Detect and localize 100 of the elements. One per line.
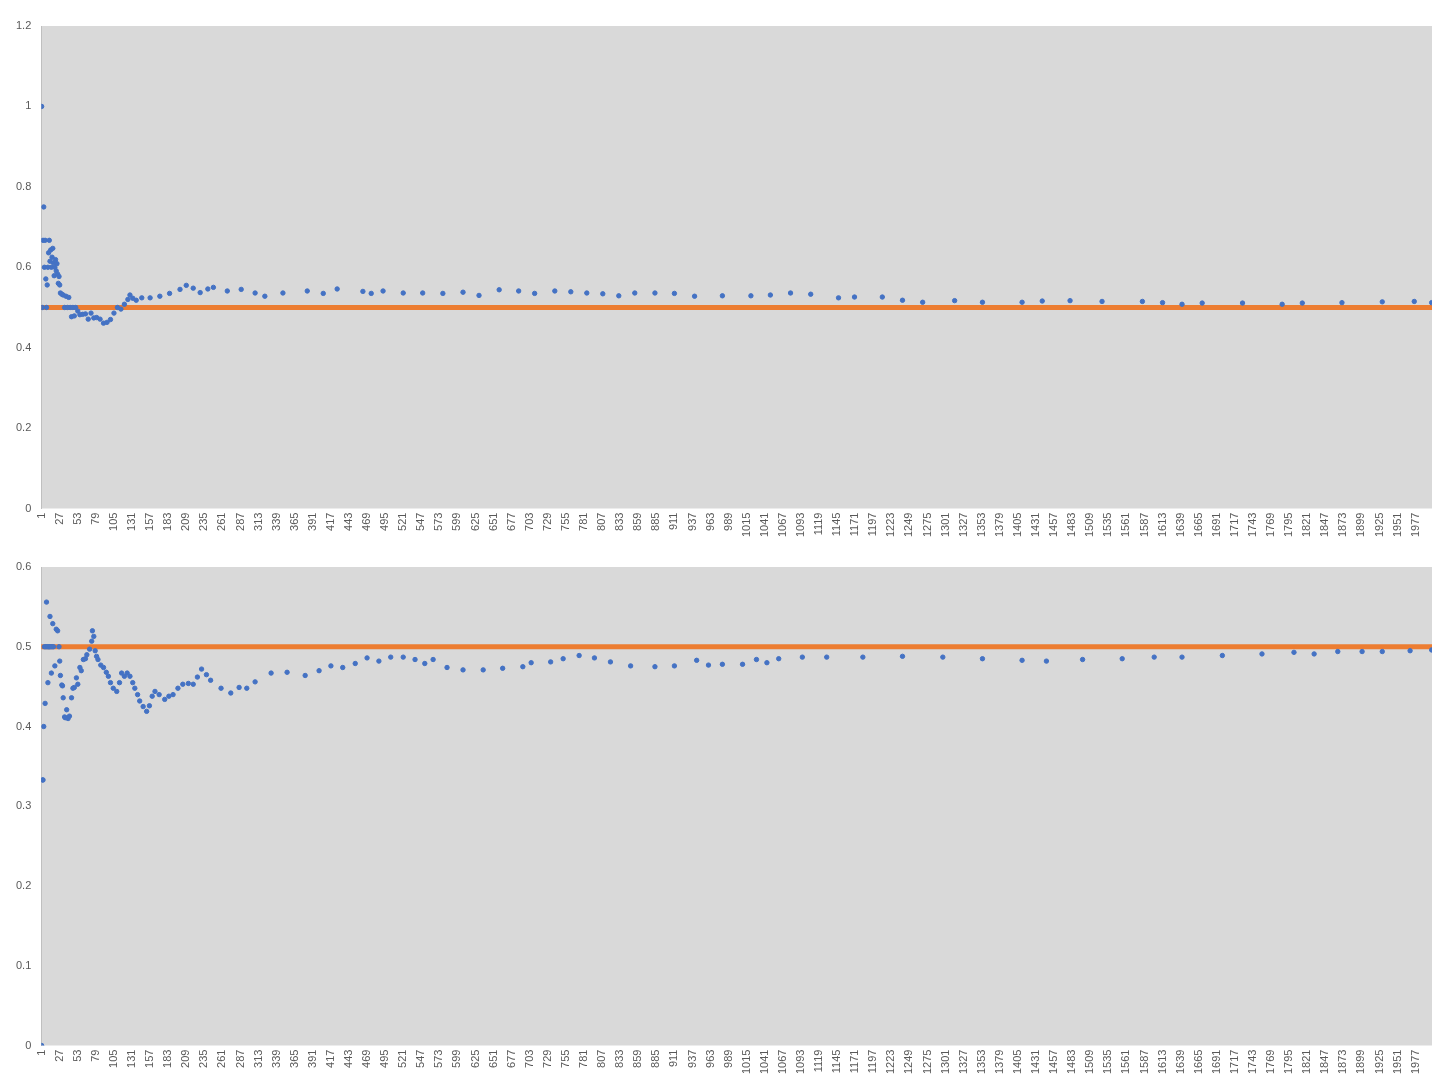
x-tick-label: 1197 [866, 512, 879, 537]
x-tick-label: 703 [522, 1049, 535, 1068]
x-tick-label: 79 [88, 1049, 101, 1062]
x-tick-label: 27 [52, 1049, 65, 1062]
x-tick-label: 1873 [1336, 1049, 1349, 1075]
x-tick-label: 1587 [1137, 512, 1150, 538]
x-tick-label: 885 [649, 512, 662, 531]
x-tick-label: 755 [558, 1049, 571, 1068]
x-tick-label: 1977 [1408, 1049, 1421, 1075]
x-tick-label: 963 [703, 512, 716, 531]
x-tick-label: 677 [504, 512, 517, 531]
x-tick-label: 1691 [1209, 1049, 1222, 1075]
x-tick-label: 287 [233, 512, 246, 531]
x-tick-label: 1353 [974, 1049, 987, 1075]
y-tick-label: 0.5 [15, 639, 32, 652]
x-tick-label: 1431 [1029, 1049, 1042, 1075]
x-tick-label: 1951 [1390, 1049, 1403, 1075]
x-tick-label: 1145 [830, 512, 843, 537]
x-tick-label: 1015 [739, 1049, 752, 1075]
x-tick-label: 495 [378, 1049, 391, 1068]
y-tick-label: 0 [25, 1038, 32, 1051]
x-tick-label: 417 [323, 512, 336, 531]
x-tick-label: 1457 [1047, 1049, 1060, 1075]
x-tick-label: 1743 [1245, 1049, 1258, 1075]
x-tick-label: 755 [558, 512, 571, 531]
x-tick-label: 53 [70, 1049, 83, 1062]
x-tick-label: 1405 [1010, 512, 1023, 538]
x-tick-label: 1925 [1372, 512, 1385, 538]
x-tick-label: 209 [179, 512, 192, 531]
x-tick-label: 1821 [1300, 1049, 1313, 1075]
x-tick-label: 1171 [848, 512, 861, 537]
x-tick-label: 1301 [938, 512, 951, 538]
x-tick-label: 859 [631, 512, 644, 531]
x-tick-label: 365 [287, 512, 300, 531]
x-tick-label: 833 [613, 1049, 626, 1068]
x-tick-label: 1223 [884, 1049, 897, 1075]
x-tick-label: 651 [486, 512, 499, 531]
y-tick-label: 0.6 [15, 260, 32, 273]
x-tick-label: 1431 [1029, 512, 1042, 538]
x-tick-label: 833 [613, 512, 626, 531]
x-tick-label: 1847 [1318, 512, 1331, 538]
y-tick-label: 0.4 [15, 719, 32, 732]
x-tick-label: 209 [179, 1049, 192, 1068]
y-tick-label: 1 [25, 99, 32, 112]
x-tick-label: 573 [432, 1049, 445, 1068]
x-tick-label: 1899 [1354, 1049, 1367, 1075]
x-tick-label: 599 [450, 1049, 463, 1068]
x-tick-label: 157 [143, 1049, 156, 1068]
x-tick-label: 105 [106, 1049, 119, 1068]
x-tick-label: 521 [396, 512, 409, 531]
x-tick-label: 1665 [1191, 1049, 1204, 1075]
x-tick-label: 1249 [902, 1049, 915, 1075]
x-tick-label: 1015 [739, 512, 752, 538]
x-tick-label: 27 [52, 512, 65, 525]
x-tick-label: 1847 [1318, 1049, 1331, 1075]
x-tick-label: 53 [70, 512, 83, 525]
x-tick-label: 1 [34, 1049, 47, 1056]
x-tick-label: 1067 [775, 512, 788, 538]
x-tick-label: 1457 [1047, 512, 1060, 538]
x-tick-label: 1795 [1282, 512, 1295, 538]
x-tick-label: 1873 [1336, 512, 1349, 538]
x-tick-label: 183 [161, 512, 174, 531]
x-tick-label: 339 [269, 512, 282, 531]
y-tick-label: 1.2 [15, 19, 32, 32]
x-tick-label: 937 [685, 1049, 698, 1068]
x-tick-label: 1353 [974, 512, 987, 538]
x-tick-label: 1613 [1155, 1049, 1168, 1075]
x-tick-label: 1483 [1065, 1049, 1078, 1075]
x-tick-label: 1041 [757, 512, 770, 538]
x-tick-label: 1223 [884, 512, 897, 538]
x-tick-label: 807 [595, 1049, 608, 1068]
x-tick-label: 1535 [1101, 512, 1114, 538]
x-tick-label: 79 [88, 512, 101, 525]
x-tick-label: 469 [360, 1049, 373, 1068]
x-tick-label: 547 [414, 1049, 427, 1068]
x-tick-label: 1067 [775, 1049, 788, 1075]
x-tick-label: 1951 [1390, 512, 1403, 538]
x-tick-label: 547 [414, 512, 427, 531]
x-tick-label: 1483 [1065, 512, 1078, 538]
x-tick-label: 1275 [920, 512, 933, 538]
x-tick-label: 365 [287, 1049, 300, 1068]
y-tick-label: 0 [25, 501, 32, 514]
x-tick-label: 1535 [1101, 1049, 1114, 1075]
x-tick-label: 729 [540, 1049, 553, 1068]
y-tick-label: 0.2 [15, 421, 32, 434]
x-tick-label: 911 [667, 512, 680, 531]
x-tick-label: 1197 [866, 1049, 879, 1074]
x-tick-label: 1119 [812, 1049, 825, 1073]
x-tick-label: 261 [215, 1049, 228, 1068]
x-tick-label: 859 [631, 1049, 644, 1068]
x-tick-label: 1301 [938, 1049, 951, 1075]
x-tick-label: 1379 [992, 512, 1005, 538]
x-tick-label: 287 [233, 1049, 246, 1068]
x-tick-label: 235 [197, 1049, 210, 1068]
x-tick-label: 183 [161, 1049, 174, 1068]
x-tick-label: 989 [721, 1049, 734, 1068]
x-tick-label: 1821 [1300, 512, 1313, 538]
x-tick-label: 989 [721, 512, 734, 531]
x-tick-label: 573 [432, 512, 445, 531]
x-tick-label: 1717 [1227, 512, 1240, 538]
